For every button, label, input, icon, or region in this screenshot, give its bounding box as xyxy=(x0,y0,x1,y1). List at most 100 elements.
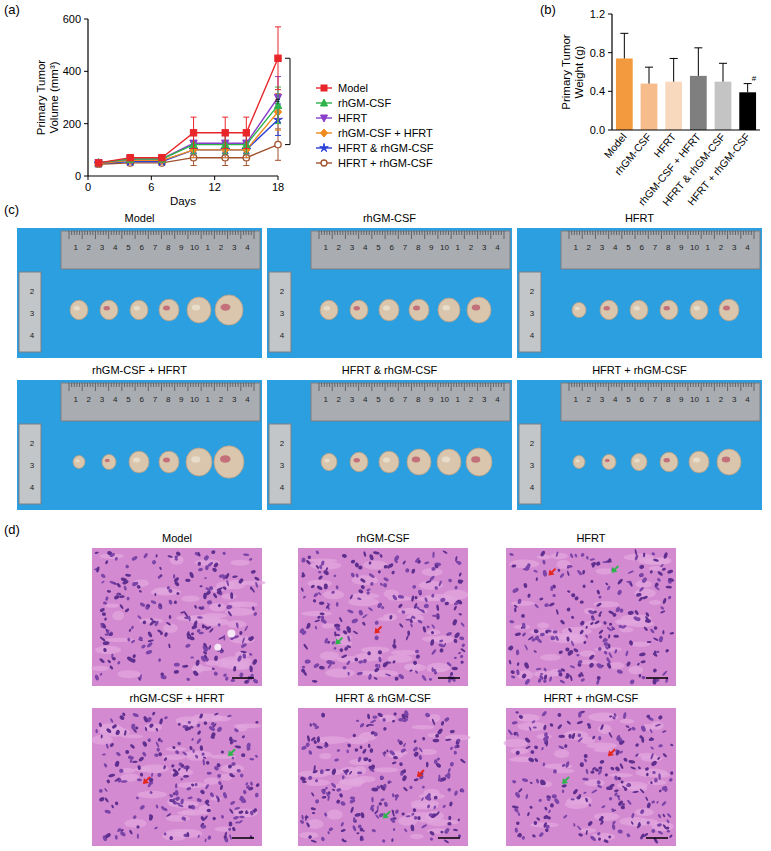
ruler-tick xyxy=(748,231,749,235)
ruler-tick xyxy=(211,231,212,235)
nucleus xyxy=(619,608,624,613)
histology-image xyxy=(91,548,266,686)
nucleus xyxy=(104,797,109,803)
ruler-tick xyxy=(624,231,625,235)
ruler-label: 3 xyxy=(600,243,605,252)
marker xyxy=(94,159,103,168)
ruler-tick xyxy=(430,383,431,387)
nucleus xyxy=(144,726,147,731)
nucleus xyxy=(234,745,241,749)
ruler-tick xyxy=(746,383,747,387)
y-tick xyxy=(84,19,88,20)
ruler-tick xyxy=(693,231,694,235)
ruler-tick xyxy=(680,383,681,387)
nucleus xyxy=(407,630,410,636)
y-tick-label: 0 xyxy=(75,170,81,182)
nucleus xyxy=(523,583,528,589)
nucleus xyxy=(667,569,674,574)
nucleus xyxy=(142,741,148,748)
ruler-tick xyxy=(243,231,244,235)
ruler-tick xyxy=(379,383,380,387)
ruler-tick xyxy=(685,383,686,387)
ruler-label: 3 xyxy=(482,243,487,252)
nucleus xyxy=(330,661,335,665)
legend-label: HFRT & rhGM-CSF xyxy=(338,142,434,154)
nucleus xyxy=(350,559,355,564)
nucleus xyxy=(137,778,142,781)
tissue-texture xyxy=(221,594,236,600)
nucleus xyxy=(444,601,449,605)
ruler-tick xyxy=(619,383,620,387)
ruler-tick xyxy=(98,383,99,387)
ruler-tick xyxy=(645,231,646,235)
ruler-tick xyxy=(224,231,225,235)
nucleus xyxy=(439,648,444,653)
tumor-photo: 123456789101234234 xyxy=(17,228,262,358)
ruler-label: 3 xyxy=(232,395,237,404)
ruler-tick xyxy=(385,383,386,391)
nucleus xyxy=(570,640,574,647)
nucleus xyxy=(432,552,435,559)
ruler-tick xyxy=(488,383,489,387)
ruler-label: 3 xyxy=(30,309,35,318)
ruler-tick xyxy=(621,383,622,391)
nucleus xyxy=(588,609,595,615)
nucleus xyxy=(145,649,153,655)
nucleus xyxy=(169,615,172,619)
nucleus xyxy=(629,679,635,686)
tissue-texture xyxy=(594,601,620,607)
nucleus xyxy=(310,584,315,588)
ruler xyxy=(19,272,41,352)
ruler-tick xyxy=(603,383,604,387)
ruler-label: 3 xyxy=(530,461,535,470)
nucleus xyxy=(226,604,232,610)
ruler-tick xyxy=(195,231,196,235)
nucleus xyxy=(159,566,162,570)
nucleus xyxy=(178,762,183,767)
ruler-tick xyxy=(127,231,128,235)
tumor-highlight xyxy=(354,458,360,463)
nucleus xyxy=(665,648,670,653)
tissue-texture xyxy=(325,669,355,678)
nucleus xyxy=(254,754,258,758)
ruler-tick xyxy=(666,383,667,387)
ruler-tick xyxy=(695,383,696,387)
ruler-tick xyxy=(251,231,252,235)
ruler-label: 2 xyxy=(219,243,224,252)
ruler-label: 5 xyxy=(126,243,131,252)
nucleus xyxy=(534,629,539,634)
nucleus xyxy=(226,580,230,587)
tissue-texture xyxy=(427,663,451,672)
nucleus xyxy=(574,596,580,601)
ruler-tick xyxy=(706,231,707,235)
nucleus xyxy=(227,714,232,718)
panel-letter: (a) xyxy=(4,2,20,17)
error-bar xyxy=(620,33,628,58)
tissue-texture xyxy=(215,827,232,832)
ruler-tick xyxy=(246,231,247,235)
ruler-label: 1 xyxy=(706,243,711,252)
nucleus xyxy=(204,577,207,579)
nucleus xyxy=(634,554,639,561)
ruler-tick xyxy=(416,383,417,387)
error-bar xyxy=(275,87,281,124)
bar xyxy=(641,84,658,130)
nucleus xyxy=(507,645,514,652)
ruler-tick xyxy=(735,231,736,235)
ruler-tick xyxy=(582,383,583,391)
ruler-label: 4 xyxy=(613,395,618,404)
nucleus xyxy=(304,659,311,664)
nucleus xyxy=(186,765,189,772)
nucleus xyxy=(459,654,464,659)
ruler-tick xyxy=(390,383,391,387)
ruler-label: 10 xyxy=(690,395,699,404)
nucleus xyxy=(652,668,657,673)
ruler-tick xyxy=(190,231,191,235)
y-tick-label: 0.4 xyxy=(590,85,605,97)
ruler-tick xyxy=(746,231,747,235)
nucleus xyxy=(176,591,180,595)
ruler-tick xyxy=(701,383,702,391)
nucleus xyxy=(204,646,210,652)
nucleus xyxy=(238,819,243,824)
nucleus xyxy=(160,574,163,577)
